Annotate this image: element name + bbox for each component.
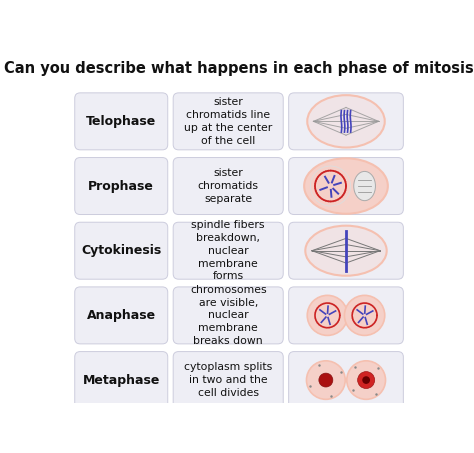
Ellipse shape [307,295,347,335]
FancyBboxPatch shape [173,352,283,409]
Text: spindle fibers
breakdown,
nuclear
membrane
forms: spindle fibers breakdown, nuclear membra… [191,220,265,281]
FancyBboxPatch shape [173,93,283,150]
FancyBboxPatch shape [289,287,403,344]
Ellipse shape [305,226,387,276]
Ellipse shape [347,361,385,400]
Text: Can you describe what happens in each phase of mitosis?: Can you describe what happens in each ph… [4,61,474,76]
Text: Anaphase: Anaphase [87,309,156,322]
Ellipse shape [362,376,370,384]
Text: sister
chromatids
separate: sister chromatids separate [198,168,259,204]
FancyBboxPatch shape [75,93,168,150]
FancyBboxPatch shape [289,352,403,409]
Ellipse shape [354,171,375,201]
FancyBboxPatch shape [173,222,283,279]
FancyBboxPatch shape [75,158,168,215]
Text: Telophase: Telophase [86,115,156,128]
Ellipse shape [345,295,385,335]
Text: chromosomes
are visible,
nuclear
membrane
breaks down: chromosomes are visible, nuclear membran… [190,285,266,346]
FancyBboxPatch shape [289,158,403,215]
Text: Prophase: Prophase [88,179,154,193]
FancyBboxPatch shape [75,352,168,409]
FancyBboxPatch shape [75,287,168,344]
Text: Metaphase: Metaphase [82,374,160,386]
Ellipse shape [357,371,374,389]
Text: sister
chromatids line
up at the center
of the cell: sister chromatids line up at the center … [184,97,273,145]
Ellipse shape [304,158,388,214]
Text: Cytokinesis: Cytokinesis [81,244,161,257]
FancyBboxPatch shape [289,222,403,279]
Ellipse shape [307,361,345,400]
FancyBboxPatch shape [289,93,403,150]
FancyBboxPatch shape [173,158,283,215]
Ellipse shape [307,95,385,148]
Text: cytoplasm splits
in two and the
cell divides: cytoplasm splits in two and the cell div… [184,362,273,398]
FancyBboxPatch shape [173,287,283,344]
Ellipse shape [319,373,333,387]
FancyBboxPatch shape [75,222,168,279]
